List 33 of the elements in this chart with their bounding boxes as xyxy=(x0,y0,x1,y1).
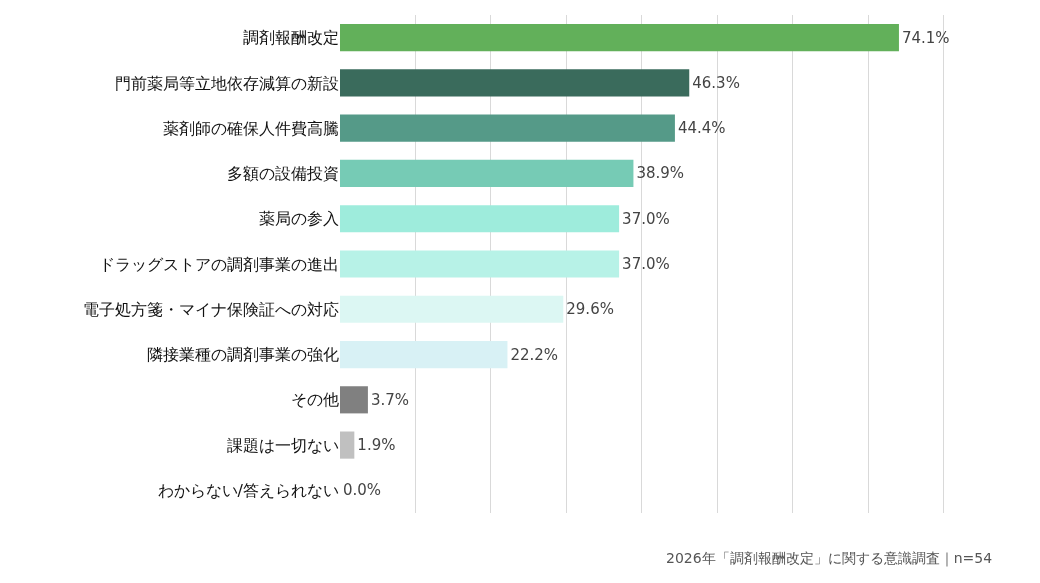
y-tick-label: 調剤報酬改定 xyxy=(243,28,339,48)
y-tick-label: 多額の設備投資 xyxy=(227,164,339,184)
data-label: 22.2% xyxy=(510,345,559,364)
y-tick-label: 課題は一切ない xyxy=(227,435,339,455)
bar xyxy=(340,69,690,97)
y-tick-label: 薬局の参入 xyxy=(259,209,339,229)
bar xyxy=(340,159,634,188)
bar xyxy=(340,295,564,323)
y-tick-label: 電子処方箋・マイナ保険証への対応 xyxy=(83,299,339,319)
bar xyxy=(340,114,675,142)
data-label: 1.9% xyxy=(357,436,396,455)
bar xyxy=(340,386,368,414)
y-tick-label: わからない/答えられない xyxy=(157,480,339,500)
data-label: 46.3% xyxy=(692,73,740,92)
y-tick-label: その他 xyxy=(291,390,339,410)
bar xyxy=(340,250,620,278)
data-label: 37.0% xyxy=(622,209,670,228)
bar xyxy=(340,431,355,459)
data-label: 74.1% xyxy=(901,28,950,47)
data-label: 3.7% xyxy=(370,390,410,409)
y-tick-label: 門前薬局等立地依存減算の新設 xyxy=(115,73,339,93)
data-label: 44.4% xyxy=(677,119,726,138)
text: 2026年「調剤報酬改定」に関する意識調査｜n=54 xyxy=(666,550,993,567)
y-tick-label: 薬剤師の確保人件費高騰 xyxy=(163,118,339,138)
y-tick-label: 隣接業種の調剤事業の強化 xyxy=(147,345,339,365)
bar xyxy=(340,24,899,52)
y-tick-label: ドラッグストアの調剤事業の進出 xyxy=(99,254,339,274)
data-label: 37.0% xyxy=(622,255,670,273)
data-label: 29.6% xyxy=(566,300,614,319)
data-label: 38.9% xyxy=(636,164,685,183)
data-label: 0.0% xyxy=(343,481,382,500)
bar xyxy=(340,205,620,233)
bar xyxy=(340,340,508,369)
